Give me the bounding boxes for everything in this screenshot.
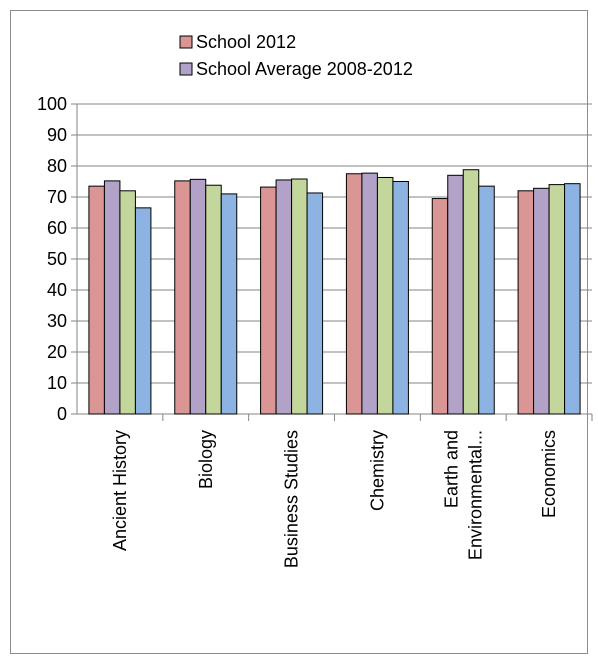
bar [392,181,409,415]
bar [174,180,191,415]
bar [88,185,105,415]
bar [548,184,566,415]
x-tick-label: Business Studies [282,430,302,568]
x-tick-label: Biology [196,430,216,489]
y-tick-label: 80 [47,156,67,176]
bar [533,187,550,415]
bar [564,183,581,415]
legend-label: School 2012 [196,32,296,52]
y-tick-label: 70 [47,187,67,207]
y-tick-label: 60 [47,218,67,238]
legend-swatch [179,62,193,76]
x-tick-label: Earth and [441,430,461,508]
bar [478,185,495,415]
bar [306,192,324,415]
y-tick-label: 20 [47,342,67,362]
bar [134,207,152,415]
bar [189,178,207,415]
legend-swatch [179,35,193,49]
bar [431,198,449,415]
y-tick-label: 50 [47,249,67,269]
bar [376,176,394,415]
bar [275,179,293,415]
bar [260,186,277,415]
bar [361,172,378,415]
y-tick-label: 100 [37,94,67,114]
bar [345,173,363,415]
y-tick-label: 40 [47,280,67,300]
bar [447,174,464,415]
y-tick-label: 0 [57,404,67,424]
y-tick-label: 10 [47,373,67,393]
x-tick-label: Environmental... [465,430,485,560]
bar [103,180,121,415]
bar [291,178,308,415]
bar [220,193,238,415]
bar [462,169,480,415]
y-tick-label: 90 [47,125,67,145]
bar [517,190,535,415]
x-tick-label: Chemistry [367,430,387,511]
bar [119,190,136,415]
bar [205,184,222,415]
legend-label: School Average 2008-2012 [196,59,413,79]
x-tick-label: Ancient History [110,430,130,551]
x-tick-label: Economics [539,430,559,518]
y-tick-label: 30 [47,311,67,331]
